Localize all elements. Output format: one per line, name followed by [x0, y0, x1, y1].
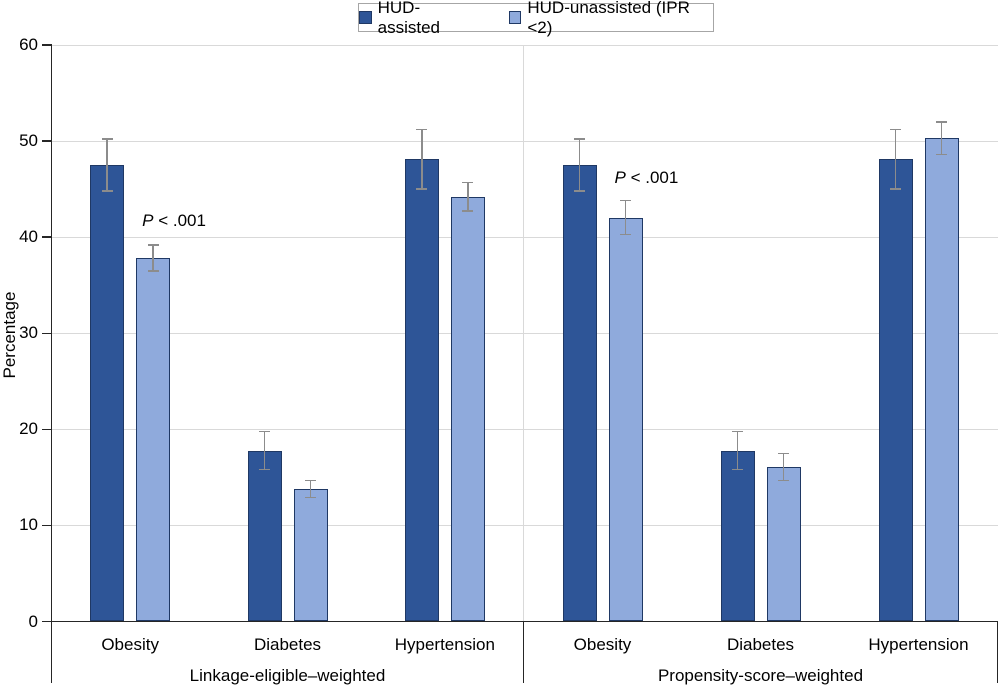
error-bar-cap [462, 210, 474, 212]
y-tick [42, 332, 52, 334]
panel-divider-lower [523, 621, 524, 683]
error-bar-cap [147, 270, 159, 272]
bar-hud-unassisted [766, 466, 801, 622]
error-bar-cap [574, 138, 585, 140]
category-label: Obesity [573, 635, 632, 654]
error-bar-cap [147, 244, 159, 246]
bar-hud-unassisted [136, 258, 171, 622]
panel-label: Propensity-score–weighted [657, 666, 864, 685]
error-bar-cap [305, 479, 316, 481]
error-bar-cap [620, 199, 631, 202]
y-tick [42, 140, 52, 142]
p-value-annotation: P < .001 [142, 210, 206, 230]
bar-hud-unassisted [608, 217, 643, 622]
category-label: Hypertension [868, 635, 969, 654]
y-tick-label: 0 [28, 611, 38, 631]
grid-line [51, 332, 998, 334]
y-tick-label: 40 [19, 227, 38, 247]
y-tick-label: 20 [19, 419, 38, 439]
error-bar-cap [101, 138, 113, 140]
error-bar [624, 200, 627, 235]
error-bar [736, 431, 739, 470]
error-bar-cap [416, 128, 428, 131]
grid-line [51, 428, 998, 430]
legend-label: HUD-unassisted (IPR <2) [527, 0, 690, 37]
error-bar [578, 139, 581, 192]
grid-line [51, 140, 998, 142]
y-tick-label: 30 [19, 323, 38, 343]
error-bar [782, 453, 785, 481]
error-bar [467, 182, 469, 212]
error-bar-cap [620, 233, 631, 236]
error-bar-cap [305, 496, 316, 499]
bar-hud-assisted [404, 159, 439, 622]
error-bar-cap [416, 188, 428, 190]
error-bar [106, 139, 108, 192]
error-bar-cap [936, 153, 947, 156]
bar-hud-assisted [878, 159, 913, 622]
panel-label: Linkage-eligible–weighted [189, 666, 386, 685]
category-label: Diabetes [726, 635, 795, 654]
y-tick-label: 60 [19, 35, 38, 54]
grid-line [51, 524, 998, 526]
category-label: Hypertension [394, 635, 495, 654]
plot-right-border-lower [996, 621, 998, 683]
legend-swatch-icon [508, 11, 522, 24]
error-bar-cap [732, 430, 743, 432]
legend-label: HUD-assisted [377, 0, 440, 37]
y-axis-line [50, 45, 53, 683]
category-label: Diabetes [253, 635, 322, 654]
y-tick [42, 44, 52, 46]
y-tick [42, 236, 52, 238]
y-tick-label: 50 [19, 131, 38, 151]
legend-item: HUD-assisted [359, 0, 479, 38]
legend: HUD-assisted HUD-unassisted (IPR <2) [358, 0, 714, 37]
legend-item: HUD-unassisted (IPR <2) [508, 0, 713, 38]
y-tick [42, 620, 52, 623]
y-tick-label: 10 [19, 515, 38, 535]
grid-line [51, 44, 998, 46]
category-label: Obesity [101, 635, 159, 654]
y-tick [42, 428, 52, 431]
bar-hud-unassisted [924, 138, 959, 622]
error-bar [421, 129, 423, 190]
error-bar [263, 431, 266, 470]
bar-hud-unassisted [293, 488, 328, 622]
error-bar-cap [732, 468, 743, 471]
error-bar-cap [101, 190, 113, 192]
bar-hud-assisted [247, 451, 282, 622]
error-bar-cap [890, 128, 901, 131]
grid-line [51, 236, 998, 238]
error-bar [309, 480, 312, 498]
error-bar [940, 121, 943, 155]
error-bar-cap [259, 430, 270, 432]
error-bar [894, 129, 897, 190]
p-value-annotation: P < .001 [614, 167, 679, 187]
legend-swatch-icon [359, 11, 372, 24]
error-bar-cap [890, 188, 901, 190]
x-axis-line [42, 620, 998, 623]
y-tick [42, 524, 52, 527]
error-bar-cap [259, 468, 270, 471]
bar-hud-assisted [720, 451, 755, 622]
error-bar-cap [574, 190, 585, 192]
error-bar-cap [936, 121, 947, 123]
bar-hud-unassisted [450, 196, 485, 622]
error-bar-cap [778, 479, 789, 481]
bar-hud-assisted [562, 165, 597, 622]
error-bar-cap [778, 452, 789, 455]
error-bar [152, 244, 154, 271]
panel-divider [523, 45, 524, 622]
bar-hud-assisted [90, 165, 125, 622]
error-bar-cap [462, 181, 474, 184]
